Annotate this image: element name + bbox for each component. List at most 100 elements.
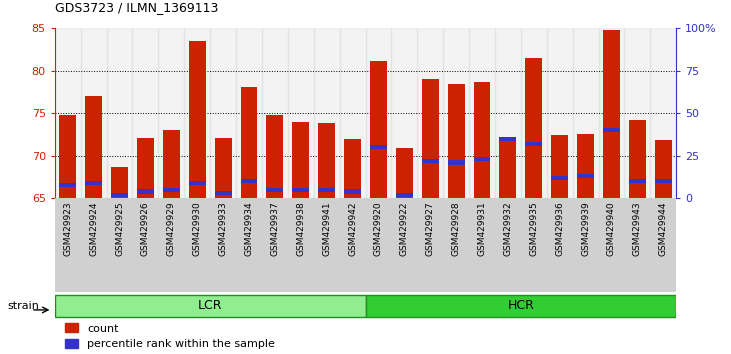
Bar [184, 28, 210, 198]
Bar [163, 188, 180, 192]
Bar [469, 28, 495, 198]
Bar [547, 198, 572, 292]
Bar [86, 96, 102, 198]
Text: GSM429941: GSM429941 [322, 201, 331, 256]
Bar [314, 28, 340, 198]
Bar [59, 183, 76, 187]
Bar [366, 28, 391, 198]
Bar [629, 120, 645, 198]
Bar [184, 198, 211, 292]
Bar [318, 124, 335, 198]
Bar [655, 179, 672, 183]
Text: GSM429939: GSM429939 [581, 201, 590, 256]
Text: GSM429931: GSM429931 [477, 201, 487, 256]
Bar [318, 188, 335, 192]
Bar [624, 28, 651, 198]
Bar [215, 138, 232, 198]
Bar [236, 28, 262, 198]
Text: GSM429934: GSM429934 [244, 201, 254, 256]
Bar [262, 28, 288, 198]
Legend: count, percentile rank within the sample: count, percentile rank within the sample [61, 319, 279, 354]
Bar [422, 79, 439, 198]
Bar [132, 198, 159, 292]
Bar [370, 145, 387, 149]
Bar [111, 193, 128, 197]
Bar [132, 28, 159, 198]
Bar [417, 198, 443, 292]
Bar [55, 28, 80, 198]
Bar [189, 41, 205, 198]
Bar [262, 198, 288, 292]
Bar [521, 198, 547, 292]
Bar [344, 189, 361, 194]
Bar [366, 295, 676, 318]
Bar [499, 137, 516, 198]
Text: GSM429928: GSM429928 [452, 201, 461, 256]
Bar [210, 28, 236, 198]
Text: LCR: LCR [198, 299, 222, 312]
Bar [59, 115, 76, 198]
Bar [111, 167, 128, 198]
Text: GSM429926: GSM429926 [141, 201, 150, 256]
Bar [288, 28, 314, 198]
Bar [443, 198, 469, 292]
Bar [86, 181, 102, 185]
Text: HCR: HCR [507, 299, 534, 312]
Text: strain: strain [7, 301, 39, 310]
Bar [344, 139, 361, 198]
Text: GSM429944: GSM429944 [659, 201, 667, 256]
Bar [189, 181, 205, 185]
Bar [495, 28, 520, 198]
Bar [651, 28, 676, 198]
Bar [137, 138, 154, 198]
Bar [629, 179, 645, 183]
Bar [159, 198, 184, 292]
Bar [292, 122, 309, 198]
Bar [391, 198, 417, 292]
Text: GSM429937: GSM429937 [270, 201, 279, 256]
Bar [236, 198, 262, 292]
Bar [396, 148, 413, 198]
Bar [340, 28, 366, 198]
Bar [370, 61, 387, 198]
Bar [107, 28, 132, 198]
Bar [340, 198, 366, 292]
Bar [215, 191, 232, 195]
Bar [159, 28, 184, 198]
Bar [447, 84, 464, 198]
Text: GSM429940: GSM429940 [607, 201, 616, 256]
Bar [577, 174, 594, 178]
Bar [391, 28, 417, 198]
Text: GSM429935: GSM429935 [529, 201, 538, 256]
Text: GSM429943: GSM429943 [633, 201, 642, 256]
Bar [107, 198, 132, 292]
Bar [292, 188, 309, 192]
Bar [655, 139, 672, 198]
Bar [572, 198, 599, 292]
Bar [495, 198, 520, 292]
Text: GSM429927: GSM429927 [425, 201, 435, 256]
Bar [447, 160, 464, 165]
Text: GSM429923: GSM429923 [64, 201, 72, 256]
Bar [80, 198, 107, 292]
Bar [572, 28, 599, 198]
Bar [624, 198, 651, 292]
Bar [526, 142, 542, 146]
Bar [547, 28, 572, 198]
Bar [551, 135, 568, 198]
Text: GSM429936: GSM429936 [555, 201, 564, 256]
Text: GSM429924: GSM429924 [89, 201, 98, 256]
Text: GSM429922: GSM429922 [400, 201, 409, 256]
Bar [267, 188, 284, 192]
Bar [314, 198, 340, 292]
Bar [499, 137, 516, 141]
Bar [599, 28, 624, 198]
Bar [603, 30, 620, 198]
Bar [240, 87, 257, 198]
Bar [443, 28, 469, 198]
Bar [520, 28, 547, 198]
Text: GSM429938: GSM429938 [296, 201, 306, 256]
Bar [526, 58, 542, 198]
Bar [417, 28, 443, 198]
Bar [240, 179, 257, 183]
